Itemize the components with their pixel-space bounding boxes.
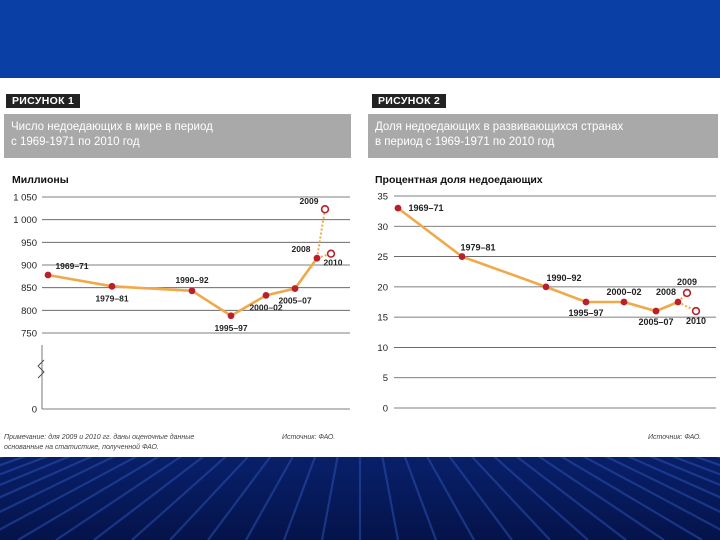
figure-2-header: Доля недоедающих в развивающихся странах… <box>368 114 718 158</box>
ray-line <box>207 457 272 540</box>
ray-line <box>381 457 400 540</box>
chart-1: Миллионы 1 050 1 000 950 900 850 800 750 0 1969–7… <box>12 174 350 416</box>
data-point <box>582 298 590 306</box>
point-label: 2005–07 <box>278 296 311 306</box>
ray-line <box>537 457 665 540</box>
figure-1-header: Число недоедающих в мире в период с 1969… <box>4 114 351 158</box>
ray-line <box>560 457 703 540</box>
ray-line <box>320 457 339 540</box>
chart-2: Процентная доля недоедающих 35 30 25 20 15 10 5… <box>375 174 716 415</box>
figure-2-source: Источник: ФАО. <box>648 434 702 441</box>
ray-line <box>448 457 513 540</box>
point-label: 1990–92 <box>175 275 208 285</box>
figure-1-title-line2: с 1969-1971 по 2010 год <box>11 136 140 148</box>
figure-1-panel: РИСУНОК 1 Число недоедающих в мире в пер… <box>0 90 357 455</box>
data-point <box>227 312 235 320</box>
ray-line <box>17 457 160 540</box>
y-tick-label: 15 <box>377 313 388 324</box>
y-tick-label: 750 <box>21 329 37 340</box>
estimate-line <box>316 209 326 259</box>
y-tick-label: 30 <box>377 222 388 233</box>
data-point <box>313 254 321 262</box>
data-point <box>44 271 52 279</box>
point-label: 2005–07 <box>638 317 673 327</box>
figure-2-title-line1: Доля недоедающих в развивающихся странах <box>375 121 624 133</box>
ray-line <box>582 457 720 531</box>
estimate-label: 2010 <box>324 258 343 268</box>
figure-1-note-line2: основанные на статистике, полученной ФАО… <box>4 444 159 451</box>
point-label: 2000–02 <box>249 302 282 312</box>
estimate-label: 2010 <box>686 316 706 326</box>
figure-1-note: Примечание: для 2009 и 2010 гг. даны оце… <box>4 433 194 453</box>
point-label: 1969–71 <box>55 261 88 271</box>
figure-1-label: РИСУНОК 1 <box>6 94 81 108</box>
ray-line <box>169 457 250 540</box>
data-point <box>108 282 116 290</box>
point-label: 2008 <box>292 244 311 254</box>
ray-line <box>245 457 294 540</box>
bottom-decoration <box>0 457 720 540</box>
estimate-point <box>320 205 330 214</box>
point-label: 1990–92 <box>546 273 581 283</box>
estimate-point <box>682 288 692 298</box>
data-point <box>291 285 299 292</box>
ray-pattern <box>0 457 720 540</box>
y-tick-label: 5 <box>383 373 388 384</box>
figure-2-title-line2: в период с 1969-1971 по 2010 год <box>375 136 555 148</box>
data-point <box>674 298 682 306</box>
estimate-point <box>691 306 701 316</box>
ray-line <box>493 457 589 540</box>
figure-2-label: РИСУНОК 2 <box>372 94 447 108</box>
point-label: 1979–81 <box>95 293 128 303</box>
y-tick-label: 0 <box>383 404 388 415</box>
point-label: 1979–81 <box>460 243 495 253</box>
ray-line <box>93 457 205 540</box>
y-axis-title: Процентная доля недоедающих <box>375 174 543 186</box>
data-point <box>458 253 466 260</box>
figure-1-note-line1: Примечание: для 2009 и 2010 гг. даны оце… <box>4 434 195 441</box>
data-point <box>394 204 402 212</box>
data-point <box>620 298 628 306</box>
ray-line <box>0 457 138 531</box>
ray-line <box>604 457 720 514</box>
point-label: 2008 <box>656 287 676 297</box>
ray-line <box>515 457 627 540</box>
ray-line <box>403 457 438 540</box>
estimate-label: 2009 <box>677 277 697 287</box>
ray-line <box>131 457 227 540</box>
figure-2-panel: РИСУНОК 2 Доля недоедающих в развивающих… <box>364 90 720 455</box>
ray-line <box>426 457 475 540</box>
ray-line <box>282 457 317 540</box>
y-tick-label: 20 <box>377 282 388 293</box>
y-tick-label: 35 <box>377 192 388 203</box>
data-point <box>262 291 270 299</box>
estimate-label: 2009 <box>300 196 319 206</box>
ray-line <box>55 457 183 540</box>
y-tick-label: 0 <box>32 405 37 416</box>
ray-line <box>0 457 116 514</box>
point-label: 1995–97 <box>568 308 603 318</box>
y-tick-label: 950 <box>21 238 37 249</box>
point-label: 1969–71 <box>408 203 443 213</box>
point-label: 2000–02 <box>606 287 641 297</box>
estimate-point <box>326 249 336 258</box>
top-banner <box>0 0 720 78</box>
y-tick-label: 10 <box>377 343 388 354</box>
data-point <box>652 307 660 315</box>
axis-break-mark <box>37 359 45 379</box>
figure-1-source: Источник: ФАО. <box>282 434 336 441</box>
data-point <box>188 287 196 295</box>
data-point <box>542 283 550 291</box>
ray-line <box>470 457 551 540</box>
point-label: 1995–97 <box>214 323 247 333</box>
figure-1-title-line1: Число недоедающих в мире в период <box>11 121 213 133</box>
y-tick-label: 900 <box>21 261 37 272</box>
y-axis-title: Миллионы <box>12 174 69 186</box>
y-tick-label: 25 <box>377 252 388 263</box>
y-tick-label: 800 <box>21 306 37 317</box>
y-tick-label: 1 050 <box>13 193 37 204</box>
y-tick-label: 850 <box>21 283 37 294</box>
y-tick-label: 1 000 <box>13 215 37 226</box>
